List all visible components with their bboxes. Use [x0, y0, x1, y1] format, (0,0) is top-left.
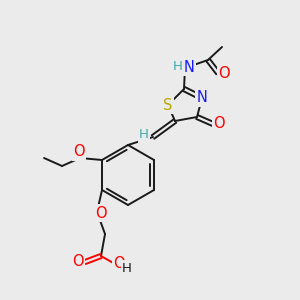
- Text: S: S: [163, 98, 173, 112]
- Text: O: O: [73, 145, 85, 160]
- Text: O: O: [213, 116, 225, 131]
- Text: H: H: [122, 262, 132, 275]
- Text: O: O: [95, 206, 107, 220]
- Text: H: H: [139, 128, 149, 142]
- Text: O: O: [218, 65, 230, 80]
- Text: O: O: [113, 256, 125, 272]
- Text: N: N: [184, 59, 194, 74]
- Text: H: H: [173, 61, 183, 74]
- Text: O: O: [72, 254, 84, 269]
- Text: N: N: [196, 91, 207, 106]
